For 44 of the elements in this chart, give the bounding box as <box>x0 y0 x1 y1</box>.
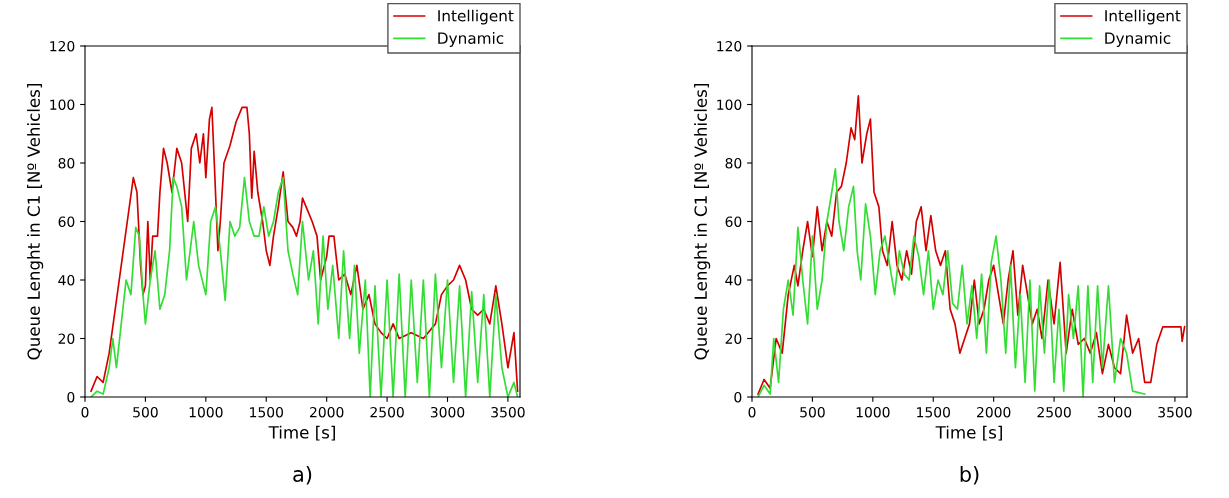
y-tick-label: 20 <box>58 333 75 344</box>
x-tick-label: 3000 <box>430 406 465 418</box>
x-tick-label: 1000 <box>189 406 223 418</box>
y-tick-label: 40 <box>58 274 75 286</box>
legend-label: Intelligent <box>1105 9 1181 25</box>
y-tick-label: 60 <box>725 216 742 227</box>
x-tick-label: 3500 <box>491 406 525 418</box>
x-tick-label: 1000 <box>856 406 890 418</box>
y-axis-title: Queue Lenght in C1 [Nº Vehicles] <box>694 84 711 360</box>
line-series <box>90 176 519 397</box>
line-series <box>90 106 519 392</box>
y-tick-label: 0 <box>67 391 75 403</box>
x-tick-label: 1500 <box>917 406 950 418</box>
y-tick-label: 100 <box>717 99 742 110</box>
y-tick-label: 80 <box>58 157 75 169</box>
x-axis-title: Time [s] <box>935 425 1002 441</box>
legend-label: Intelligent <box>438 9 514 25</box>
x-tick-label: 2500 <box>1037 406 1071 418</box>
text: b) <box>960 465 979 485</box>
y-tick-label: 40 <box>725 274 742 286</box>
x-tick-label: 500 <box>800 406 825 418</box>
y-tick-label: 20 <box>725 333 742 344</box>
x-tick-label: 500 <box>133 406 158 418</box>
x-tick-label: 0 <box>748 406 756 418</box>
y-tick-label: 60 <box>58 216 75 227</box>
x-tick-label: 2000 <box>977 406 1011 418</box>
y-tick-label: 120 <box>717 40 742 52</box>
x-tick-label: 0 <box>81 406 89 418</box>
text: a) <box>293 465 312 485</box>
y-tick-label: 100 <box>50 99 75 110</box>
x-axis-title: Time [s] <box>268 425 335 441</box>
y-tick-label: 80 <box>725 157 742 169</box>
y-axis-title: Queue Lenght in C1 [Nº Vehicles] <box>27 84 44 360</box>
line-series <box>757 94 1186 395</box>
x-tick-label: 1500 <box>250 406 283 418</box>
y-tick-label: 0 <box>734 391 742 403</box>
legend-label: Dynamic <box>438 32 504 47</box>
legend-label: Dynamic <box>1105 32 1171 47</box>
x-tick-label: 2500 <box>370 406 404 418</box>
x-tick-label: 2000 <box>310 406 344 418</box>
x-tick-label: 3500 <box>1158 406 1192 418</box>
line-series <box>757 168 1146 397</box>
x-tick-label: 3000 <box>1097 406 1132 418</box>
y-tick-label: 120 <box>50 40 75 52</box>
